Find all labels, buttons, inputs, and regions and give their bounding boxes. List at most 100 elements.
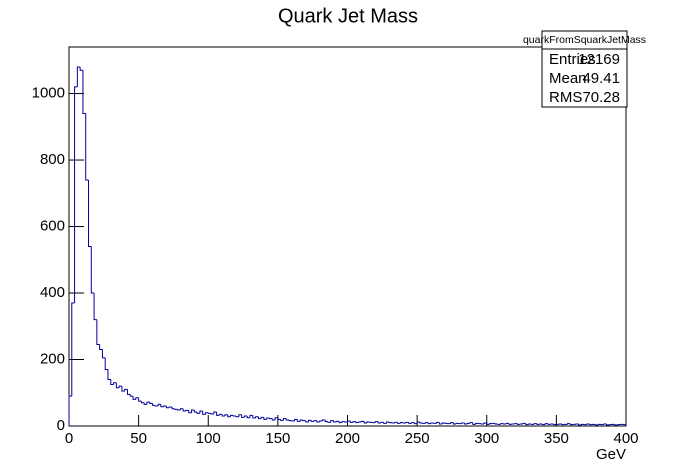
histogram-step (463, 423, 468, 425)
histogram-step (93, 293, 97, 321)
histogram-step (427, 422, 432, 425)
histogram-step (472, 422, 476, 425)
histogram-step (204, 412, 209, 415)
histogram-step (232, 415, 237, 417)
x-tick-label: 350 (544, 430, 569, 447)
histogram-step (288, 420, 292, 422)
histogram-step (87, 179, 92, 247)
histogram-step (347, 420, 351, 423)
histogram-step (438, 422, 443, 425)
histogram-step (355, 421, 359, 424)
stats-title: quarkFromSquarkJetMass (523, 34, 646, 46)
histogram-step (466, 422, 471, 425)
histogram-step (224, 414, 228, 417)
histogram-step (191, 409, 195, 413)
histogram-step (199, 410, 203, 414)
histogram-step (424, 422, 429, 424)
histogram-step (252, 415, 256, 419)
histogram-step (455, 422, 459, 425)
histogram-step (193, 410, 198, 413)
y-tick-label: 800 (40, 151, 65, 168)
histogram-step (174, 408, 178, 410)
histogram-step (308, 419, 312, 423)
stats-key: Entries (549, 51, 596, 68)
histogram-step (68, 395, 72, 426)
histogram-step (430, 422, 434, 424)
stats-box (541, 30, 628, 108)
x-tick-label: 50 (130, 430, 147, 447)
histogram-step (255, 416, 259, 419)
histogram-step (213, 411, 217, 415)
histogram-step (313, 420, 317, 422)
histogram-step (132, 396, 136, 400)
histogram-step (188, 410, 192, 414)
histogram-step (129, 394, 134, 397)
histogram-step (508, 423, 512, 425)
histogram-step (285, 418, 290, 421)
histogram-step (107, 369, 111, 380)
histogram-step (580, 423, 585, 426)
histogram-step (71, 302, 75, 397)
histogram-step (358, 421, 362, 423)
histogram-step (388, 422, 393, 424)
chart-title: Quark Jet Mass (278, 5, 418, 27)
x-tick-label: 400 (613, 430, 638, 447)
stats-key: RMS (549, 89, 582, 106)
histogram-step (363, 421, 367, 424)
histogram-step (140, 401, 145, 404)
histogram-step (589, 424, 593, 426)
histogram-step (321, 419, 326, 422)
histogram-step (419, 422, 423, 424)
histogram-step (450, 422, 454, 424)
histogram-step (528, 423, 532, 425)
histogram-step (101, 349, 106, 359)
histogram-step (383, 422, 387, 424)
histogram-step (263, 417, 267, 420)
histogram-step (352, 421, 356, 423)
histogram-step (469, 422, 473, 424)
histogram-step (207, 412, 212, 414)
histogram-step (341, 421, 345, 423)
histogram-step (299, 419, 303, 422)
histogram-step (553, 424, 557, 426)
histogram-step (338, 421, 342, 424)
histogram-step (606, 424, 610, 426)
histogram-step (397, 422, 401, 424)
histogram-step (380, 421, 384, 424)
histogram-step (82, 70, 86, 114)
x-tick-label: 250 (405, 430, 430, 447)
histogram-step (335, 420, 340, 423)
histogram-step (152, 403, 156, 406)
y-tick-label: 600 (40, 217, 65, 234)
histogram-step (274, 417, 278, 421)
histogram-step (541, 424, 546, 426)
histogram-step (138, 397, 142, 402)
y-tick-label: 400 (40, 284, 65, 301)
histogram-step (494, 423, 498, 425)
histogram-step (536, 423, 540, 425)
histogram-step (146, 401, 150, 405)
histogram-step (271, 418, 276, 421)
histogram-step (411, 422, 415, 424)
histogram-step (489, 423, 493, 425)
histogram-step (266, 417, 270, 420)
x-tick-label: 200 (335, 430, 360, 447)
histogram-step (374, 421, 379, 423)
histogram-step (76, 66, 81, 87)
histogram-step (603, 423, 607, 425)
histogram-step (177, 409, 181, 411)
histogram-step (179, 408, 184, 411)
histogram-step (163, 405, 167, 407)
histogram-step (319, 420, 323, 423)
histogram-step (475, 422, 479, 425)
histogram-step (269, 418, 273, 420)
histogram-step (121, 386, 125, 392)
histogram-step (296, 419, 301, 422)
histogram-step (113, 382, 117, 385)
histogram-step (330, 420, 334, 423)
histogram-step (165, 406, 170, 409)
histogram-step (210, 413, 214, 415)
stats-value: 70.28 (582, 89, 620, 106)
histogram-step (614, 424, 618, 426)
histogram-step (294, 418, 298, 422)
